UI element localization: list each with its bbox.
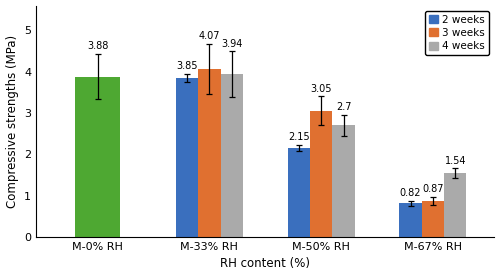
Bar [422, 201, 444, 237]
Bar [310, 111, 332, 237]
Legend: 2 weeks, 3 weeks, 4 weeks: 2 weeks, 3 weeks, 4 weeks [424, 11, 489, 55]
Bar [198, 69, 220, 237]
Text: 4.07: 4.07 [198, 31, 220, 41]
Bar [444, 173, 466, 237]
Bar [220, 74, 243, 237]
Text: 0.87: 0.87 [422, 184, 444, 194]
Text: 3.94: 3.94 [221, 39, 242, 49]
Text: 3.05: 3.05 [310, 84, 332, 94]
Bar [75, 77, 120, 237]
Text: 0.82: 0.82 [400, 188, 421, 198]
Text: 3.85: 3.85 [176, 61, 198, 71]
X-axis label: RH content (%): RH content (%) [220, 258, 310, 270]
Text: 3.88: 3.88 [87, 41, 108, 51]
Text: 2.15: 2.15 [288, 132, 310, 142]
Bar [400, 203, 422, 237]
Bar [332, 125, 354, 237]
Text: 1.54: 1.54 [444, 155, 466, 166]
Text: 2.7: 2.7 [336, 102, 351, 112]
Bar [288, 148, 310, 237]
Bar [176, 78, 198, 237]
Y-axis label: Compressive strengths (MPa): Compressive strengths (MPa) [6, 35, 18, 208]
